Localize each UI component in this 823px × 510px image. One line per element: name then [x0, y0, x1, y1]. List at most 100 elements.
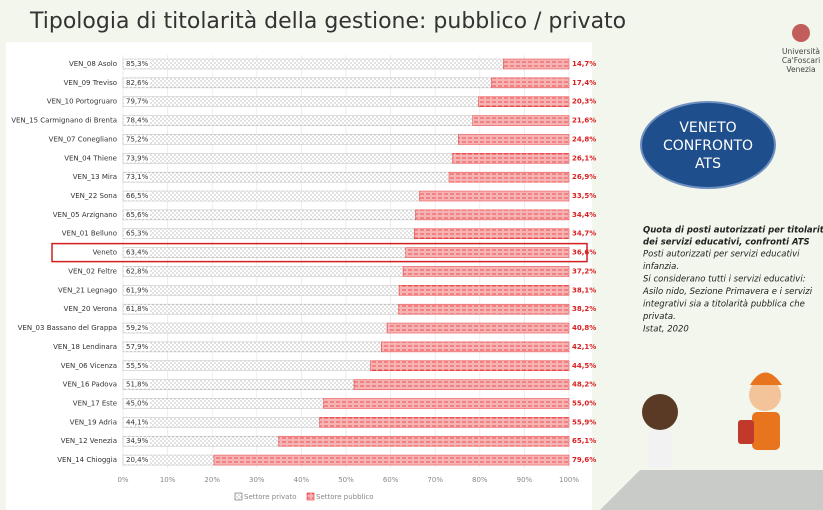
x-tick-label: 10%: [160, 476, 176, 484]
bar-segment: [122, 228, 415, 239]
badge-text: CONFRONTO: [663, 138, 753, 154]
y-tick-label: VEN_03 Bassano del Grappa: [18, 324, 117, 332]
bar-segment: [122, 398, 324, 409]
y-tick-label: VEN_06 Vicenza: [61, 362, 117, 370]
bar-segment: [122, 322, 388, 334]
value-label: 62,8%: [126, 267, 149, 275]
value-label: 61,8%: [126, 305, 149, 313]
x-tick-label: 40%: [294, 476, 310, 484]
value-label: 79,7%: [126, 98, 149, 106]
value-label: 40,8%: [572, 324, 596, 332]
y-tick-label: VEN_07 Conegliano: [49, 135, 117, 143]
chart: 0% 10% 20% 30% 40% 50% 60% 70% 80% 90% 100% VEN_08 …: [11, 55, 596, 501]
y-tick-label: VEN_18 Lendinara: [53, 343, 117, 351]
bar-segment: [122, 209, 416, 221]
note-line: integrativi sia a titolarità pubblica ch…: [643, 300, 805, 310]
note: Quota di posti autorizzati per titolarit…: [642, 226, 823, 335]
label-bg: [124, 229, 150, 238]
label-bg: [124, 135, 150, 144]
bar-segment: [413, 228, 570, 239]
label-bg: [124, 60, 150, 68]
legend-swatch: [306, 492, 315, 501]
bar-segment: [122, 247, 407, 258]
y-tick-label: VEN_15 Carmignano di Brenta: [11, 117, 117, 125]
value-label: 24,8%: [572, 135, 596, 143]
bar-segment: [405, 247, 570, 258]
value-label: 51,8%: [126, 381, 149, 389]
bar-segment: [122, 115, 473, 126]
bar-segment: [415, 209, 570, 221]
bar-segment: [478, 96, 570, 107]
bar-segment: [458, 134, 570, 145]
x-tick-label: 50%: [338, 476, 354, 484]
x-tick-label: 20%: [204, 476, 220, 484]
bar-segment: [380, 341, 570, 353]
bar-segment: [213, 454, 570, 466]
y-tick-label: VEN_08 Asolo: [69, 60, 117, 68]
y-tick-label: VEN_12 Venezia: [61, 437, 117, 445]
value-label: 44,5%: [572, 362, 596, 370]
bar-segment: [122, 96, 479, 107]
label-bg: [124, 437, 150, 446]
value-label: 26,9%: [572, 173, 596, 181]
value-label: 17,4%: [572, 79, 596, 87]
bar-segment: [122, 134, 459, 145]
value-label: 55,0%: [572, 399, 596, 407]
value-label: 85,3%: [126, 60, 149, 68]
value-label: 44,1%: [126, 418, 149, 426]
bar-segment: [122, 266, 404, 277]
note-line: Posti autorizzati per servizi educativi: [643, 250, 800, 260]
x-tick-label: 100%: [559, 476, 579, 484]
x-tick-label: 0%: [117, 476, 128, 484]
value-label: 57,9%: [126, 343, 149, 351]
label-bg: [124, 418, 150, 427]
value-label: 21,6%: [572, 117, 596, 125]
y-tick-label: VEN_09 Treviso: [64, 79, 117, 87]
value-label: 38,2%: [572, 305, 596, 313]
value-label: 45,0%: [126, 399, 149, 407]
value-label: 26,1%: [572, 154, 596, 162]
value-label: 38,1%: [572, 286, 596, 294]
bar-segment: [122, 190, 420, 202]
value-label: 34,9%: [126, 437, 149, 445]
label-bg: [124, 154, 150, 163]
value-label: 20,4%: [126, 456, 149, 464]
value-label: 65,6%: [126, 211, 149, 219]
value-label: 37,2%: [572, 267, 596, 275]
y-tick-label: VEN_04 Thiene: [64, 154, 117, 162]
note-title: Quota di posti autorizzati per titolarit…: [643, 226, 823, 236]
bar-segment: [452, 153, 570, 164]
logo-text: Ca'Foscari: [782, 56, 820, 65]
y-tick-label: VEN_21 Legnago: [58, 286, 117, 294]
bar-segment: [122, 379, 355, 390]
value-label: 55,9%: [572, 418, 596, 426]
note-line: privata.: [642, 312, 676, 322]
bar-segment: [370, 360, 570, 372]
value-label: 75,2%: [126, 135, 149, 143]
value-label: 73,9%: [126, 154, 149, 162]
value-label: 65,3%: [126, 230, 149, 238]
value-label: 78,4%: [126, 117, 149, 125]
bar-segment: [122, 303, 399, 315]
note-line: Si considerano tutti i servizi educativi…: [643, 275, 806, 285]
x-tick-label: 90%: [517, 476, 533, 484]
note-line: Asilo nido, Sezione Primavera e i serviz…: [642, 287, 813, 297]
bar-segment: [278, 435, 570, 447]
label-bg: [124, 456, 150, 465]
label-bg: [124, 173, 150, 182]
label-bg: [124, 342, 150, 351]
label-bg: [124, 324, 150, 333]
value-label: 63,4%: [126, 249, 149, 257]
label-bg: [124, 361, 150, 370]
badge-text: ATS: [695, 156, 721, 172]
y-tick-label: VEN_22 Sona: [70, 192, 117, 200]
label-bg: [124, 97, 150, 106]
value-label: 48,2%: [572, 381, 596, 389]
legend-label: Settore privato: [244, 493, 297, 501]
value-label: 65,1%: [572, 437, 596, 445]
label-bg: [124, 267, 150, 276]
note-line: Istat, 2020: [643, 325, 689, 335]
label-bg: [124, 399, 150, 408]
value-label: 14,7%: [572, 60, 596, 68]
y-tick-label: VEN_10 Portogruaro: [47, 98, 117, 106]
